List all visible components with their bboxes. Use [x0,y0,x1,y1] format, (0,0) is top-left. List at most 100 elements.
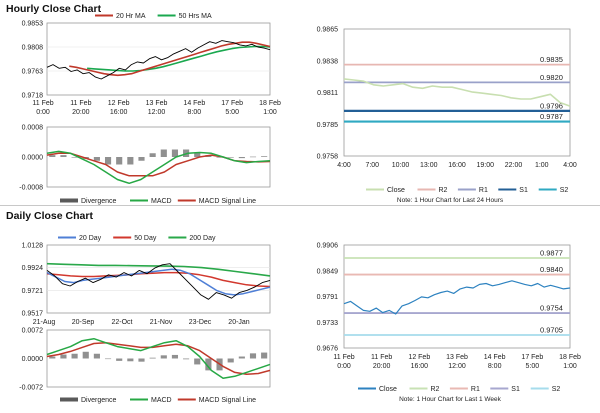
daily-divergence-bar [60,354,67,359]
daily-price-x-tick: 21-Aug [33,319,56,326]
hourly-divergence-bar [71,157,78,158]
hourly-pivots-y-tick: 0.9785 [317,122,339,129]
daily-pivots-legend-label: R2 [431,386,440,393]
daily-signal-line [46,341,271,376]
hourly-pivots-y-tick: 0.9811 [317,90,338,97]
hourly-divergence-bar [160,149,167,157]
hourly-price-x-tick: 1:00 [263,109,277,116]
daily-pivots-y-tick: 0.9676 [317,346,339,353]
hourly-divergence-bar [227,157,234,158]
hourly-divergence-bar [194,152,201,157]
hourly-price-x-tick: 12 Feb [108,100,130,107]
daily-macd-frame [46,329,271,388]
hourly-pivots-legend-label: S2 [560,187,569,194]
daily-pivots-x-tick: 18 Feb [559,354,581,361]
daily-price-x-tick: 20-Sep [72,319,95,326]
daily-divergence-bar [194,358,201,365]
daily-macd-legend-label: Divergence [81,397,117,404]
section-divider [0,205,600,206]
hourly-price-y-tick: 0.9808 [22,45,44,52]
hourly-pivots-legend-label: R1 [479,187,488,194]
daily-pivots-y-tick: 0.9906 [317,243,339,250]
daily-price-legend-label: 200 Day [189,235,216,242]
hourly-price-legend-label: 50 Hrs MA [179,13,212,20]
daily-divergence-bar [93,353,100,359]
daily-macd-y-tick: 0.0000 [22,356,44,363]
daily-price-line [46,263,271,300]
hourly-divergence-bar [60,155,67,157]
hourly-price-y-tick: 0.9718 [22,93,44,100]
hourly-pivots-s1-label: 0.9796 [540,101,563,110]
hourly-price-legend-label: 20 Hr MA [116,13,146,20]
hourly-divergence-bar [49,155,56,157]
daily-price-x-tick: 21-Nov [150,319,173,326]
daily-price-x-tick: 23-Dec [189,319,212,326]
daily-pivots-legend-label: Close [379,386,397,393]
hourly-pivots-legend-label: R2 [439,187,448,194]
hourly-price-x-tick: 16:00 [110,109,128,116]
daily-price-y-tick: 1.0128 [22,243,44,250]
daily-macd-legend-swatch [60,397,78,402]
daily-pivots-x-tick: 5:00 [526,363,540,370]
hourly-divergence-bar [116,157,123,165]
hourly-price-x-tick: 11 Feb [70,100,91,107]
daily-price-y-tick: 0.9924 [22,265,44,272]
hourly-divergence-bar [127,157,134,165]
daily-macd-legend-label: MACD [151,397,172,404]
hourly-divergence-bar [261,156,268,157]
hourly-divergence-bar [216,157,223,158]
daily-pivots-legend-label: S2 [552,386,561,393]
daily-pivots-y-tick: 0.9733 [317,320,339,327]
hourly-divergence-bar [138,157,145,161]
hourly-price-x-tick: 5:00 [225,109,239,116]
daily-pivots-legend-label: R1 [471,386,480,393]
daily-macd-line [46,337,271,380]
daily-pivots-x-tick: 11 Feb [371,354,392,361]
daily-pivots-close-line [343,280,571,315]
daily-section-title: Daily Close Chart [6,210,93,222]
hourly-pivots-x-tick: 19:00 [476,162,494,169]
hourly-price-x-tick: 11 Feb [32,100,53,107]
daily-macd-legend-label: MACD Signal Line [199,397,256,404]
daily-divergence-bar [82,351,89,359]
hourly-macd-legend-swatch [60,198,78,203]
hourly-pivots-x-tick: 4:00 [563,162,577,169]
hourly-divergence-bar [249,156,257,158]
daily-price-legend-label: 20 Day [79,235,102,242]
daily-divergence-bar [227,358,234,363]
daily-price-legend-label: 50 Day [134,235,157,242]
hourly-price-x-tick: 17 Feb [221,100,243,107]
hourly-price-line [46,40,271,80]
daily-pivots-x-tick: 13 Feb [446,354,468,361]
hourly-price-x-tick: 8:00 [188,109,202,116]
hourly-pivots-y-tick: 0.9865 [317,27,339,34]
daily-pivots-x-tick: 11 Feb [333,354,354,361]
daily-divergence-bar [149,357,156,359]
hourly-macd-y-tick: -0.0008 [19,185,43,192]
daily-price-frame [46,244,271,314]
hourly-price-x-tick: 18 Feb [259,100,281,107]
hourly-divergence-bar [171,149,179,157]
hourly-price-x-tick: 13 Feb [146,100,168,107]
hourly-macd-legend-label: MACD [151,198,172,205]
hourly-pivot-note: Note: 1 Hour Chart for Last 24 Hours [396,197,504,204]
hourly-section-title: Hourly Close Chart [6,3,102,15]
daily-pivots-x-tick: 8:00 [488,363,502,370]
daily-divergence-bar [183,358,190,360]
hourly-divergence-bar [104,157,112,165]
hourly-pivots-x-tick: 10:00 [392,162,410,169]
hourly-macd-y-tick: 0.0000 [22,155,44,162]
daily-pivots-s1-label: 0.9754 [540,304,563,313]
hourly-pivots-close-line [343,78,571,107]
daily-divergence-bar [205,358,212,371]
daily-pivot-note: Note: 1 Hour Chart for Last 1 Week [399,396,501,403]
hourly-divergence-bar [149,153,156,157]
daily-pivots-x-tick: 17 Feb [521,354,543,361]
daily-price-x-tick: 20-Jan [228,319,250,326]
daily-macd-y-tick: 0.0072 [22,328,44,335]
daily-divergence-bar [138,358,145,362]
hourly-price-x-tick: 20:00 [72,109,90,116]
hourly-ma50-line [87,45,271,72]
hourly-pivots-x-tick: 22:00 [505,162,523,169]
